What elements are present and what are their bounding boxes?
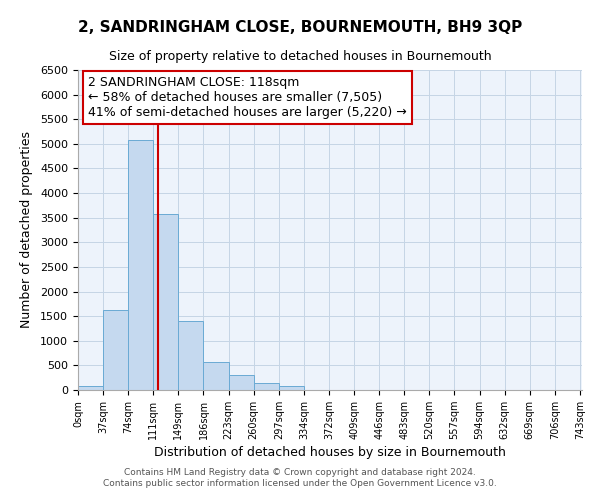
Bar	[78, 386, 103, 390]
Bar	[153, 214, 178, 390]
Bar	[103, 310, 128, 390]
Bar	[203, 362, 229, 390]
Text: Contains HM Land Registry data © Crown copyright and database right 2024.
Contai: Contains HM Land Registry data © Crown c…	[103, 468, 497, 487]
Bar	[279, 386, 304, 390]
Text: Size of property relative to detached houses in Bournemouth: Size of property relative to detached ho…	[109, 50, 491, 63]
Text: 2, SANDRINGHAM CLOSE, BOURNEMOUTH, BH9 3QP: 2, SANDRINGHAM CLOSE, BOURNEMOUTH, BH9 3…	[78, 20, 522, 35]
Bar	[254, 382, 279, 390]
Y-axis label: Number of detached properties: Number of detached properties	[20, 132, 33, 328]
Bar	[229, 375, 254, 390]
Text: 2 SANDRINGHAM CLOSE: 118sqm
← 58% of detached houses are smaller (7,505)
41% of : 2 SANDRINGHAM CLOSE: 118sqm ← 58% of det…	[88, 76, 407, 120]
X-axis label: Distribution of detached houses by size in Bournemouth: Distribution of detached houses by size …	[154, 446, 506, 459]
Bar	[128, 140, 153, 390]
Bar	[178, 321, 203, 390]
